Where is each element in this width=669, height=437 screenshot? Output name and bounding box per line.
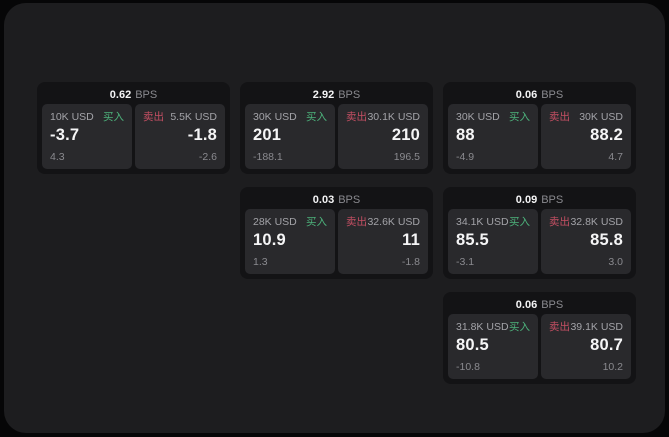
buy-price: 88 xyxy=(456,126,475,144)
quote-card: 2.92 BPS 30K USD 买入 201 -188.1 卖出 30.1K U… xyxy=(240,82,433,174)
buy-price: 85.5 xyxy=(456,231,489,249)
sell-side-label: 卖出 xyxy=(346,216,367,228)
buy-delta: 1.3 xyxy=(253,256,268,268)
sell-side-label: 卖出 xyxy=(346,111,367,123)
buy-amount: 31.8K USD xyxy=(456,321,509,333)
buy-amount: 10K USD xyxy=(50,111,94,123)
quote-card: 0.09 BPS 34.1K USD 买入 85.5 -3.1 卖出 32.8K … xyxy=(443,187,636,279)
bps-value: 0.03 xyxy=(312,194,335,206)
sell-delta: -1.8 xyxy=(401,256,420,268)
sell-side-label: 卖出 xyxy=(549,321,570,333)
quote-card: 0.03 BPS 28K USD 买入 10.9 1.3 卖出 32.6K USD xyxy=(240,187,433,279)
buy-delta: -4.9 xyxy=(456,151,475,163)
sell-price: 88.2 xyxy=(590,126,623,144)
sell-delta: 10.2 xyxy=(602,361,623,373)
buy-price: 201 xyxy=(253,126,282,144)
buy-panel[interactable]: 34.1K USD 买入 85.5 -3.1 xyxy=(448,209,538,274)
buy-panel[interactable]: 30K USD 买入 88 -4.9 xyxy=(448,104,538,169)
quote-card: 0.62 BPS 10K USD 买入 -3.7 4.3 卖出 5.5K USD xyxy=(37,82,230,174)
sell-price: 85.8 xyxy=(590,231,623,249)
buy-side-label: 买入 xyxy=(509,321,530,333)
app-panel: 0.62 BPS 10K USD 买入 -3.7 4.3 卖出 5.5K USD xyxy=(4,3,665,433)
card-header: 0.03 BPS xyxy=(245,191,428,209)
buy-price: 80.5 xyxy=(456,336,489,354)
card-header: 2.92 BPS xyxy=(245,86,428,104)
buy-delta: -188.1 xyxy=(253,151,283,163)
bps-value: 2.92 xyxy=(312,89,335,101)
sell-side-label: 卖出 xyxy=(549,111,570,123)
sell-price: 210 xyxy=(391,126,420,144)
buy-amount: 34.1K USD xyxy=(456,216,509,228)
buy-delta: -10.8 xyxy=(456,361,480,373)
bps-unit: BPS xyxy=(541,299,564,311)
sell-delta: 4.7 xyxy=(608,151,623,163)
sell-amount: 39.1K USD xyxy=(570,321,623,333)
card-header: 0.09 BPS xyxy=(448,191,631,209)
sell-panel[interactable]: 卖出 32.8K USD 85.8 3.0 xyxy=(541,209,631,274)
bps-unit: BPS xyxy=(541,89,564,101)
sell-delta: 3.0 xyxy=(608,256,623,268)
card-header: 0.62 BPS xyxy=(42,86,225,104)
sell-amount: 32.8K USD xyxy=(570,216,623,228)
sell-amount: 32.6K USD xyxy=(367,216,420,228)
buy-amount: 28K USD xyxy=(253,216,297,228)
quote-card-grid: 0.62 BPS 10K USD 买入 -3.7 4.3 卖出 5.5K USD xyxy=(37,82,636,384)
sell-panel[interactable]: 卖出 30K USD 88.2 4.7 xyxy=(541,104,631,169)
buy-delta: -3.1 xyxy=(456,256,475,268)
bps-unit: BPS xyxy=(541,194,564,206)
bps-unit: BPS xyxy=(135,89,158,101)
buy-panel[interactable]: 30K USD 买入 201 -188.1 xyxy=(245,104,335,169)
bps-unit: BPS xyxy=(338,89,361,101)
buy-amount: 30K USD xyxy=(456,111,500,123)
sell-panel[interactable]: 卖出 5.5K USD -1.8 -2.6 xyxy=(135,104,225,169)
buy-price: -3.7 xyxy=(50,126,80,144)
bps-value: 0.06 xyxy=(515,299,538,311)
sell-delta: -2.6 xyxy=(198,151,217,163)
buy-delta: 4.3 xyxy=(50,151,65,163)
buy-side-label: 买入 xyxy=(509,111,530,123)
sell-delta: 196.5 xyxy=(393,151,420,163)
buy-side-label: 买入 xyxy=(103,111,124,123)
card-header: 0.06 BPS xyxy=(448,86,631,104)
sell-panel[interactable]: 卖出 39.1K USD 80.7 10.2 xyxy=(541,314,631,379)
buy-panel[interactable]: 28K USD 买入 10.9 1.3 xyxy=(245,209,335,274)
sell-amount: 30K USD xyxy=(579,111,623,123)
sell-price: 11 xyxy=(402,231,420,249)
buy-amount: 30K USD xyxy=(253,111,297,123)
buy-side-label: 买入 xyxy=(306,111,327,123)
sell-price: -1.8 xyxy=(187,126,217,144)
quote-card: 0.06 BPS 30K USD 买入 88 -4.9 卖出 30K USD xyxy=(443,82,636,174)
buy-side-label: 买入 xyxy=(306,216,327,228)
card-header: 0.06 BPS xyxy=(448,296,631,314)
sell-panel[interactable]: 卖出 30.1K USD 210 196.5 xyxy=(338,104,428,169)
sell-price: 80.7 xyxy=(590,336,623,354)
bps-value: 0.06 xyxy=(515,89,538,101)
buy-panel[interactable]: 31.8K USD 买入 80.5 -10.8 xyxy=(448,314,538,379)
sell-side-label: 卖出 xyxy=(143,111,164,123)
sell-amount: 30.1K USD xyxy=(367,111,420,123)
sell-side-label: 卖出 xyxy=(549,216,570,228)
bps-value: 0.62 xyxy=(109,89,132,101)
buy-price: 10.9 xyxy=(253,231,286,249)
bps-value: 0.09 xyxy=(515,194,538,206)
buy-side-label: 买入 xyxy=(509,216,530,228)
bps-unit: BPS xyxy=(338,194,361,206)
quote-card: 0.06 BPS 31.8K USD 买入 80.5 -10.8 卖出 39.1K… xyxy=(443,292,636,384)
buy-panel[interactable]: 10K USD 买入 -3.7 4.3 xyxy=(42,104,132,169)
sell-panel[interactable]: 卖出 32.6K USD 11 -1.8 xyxy=(338,209,428,274)
sell-amount: 5.5K USD xyxy=(170,111,217,123)
